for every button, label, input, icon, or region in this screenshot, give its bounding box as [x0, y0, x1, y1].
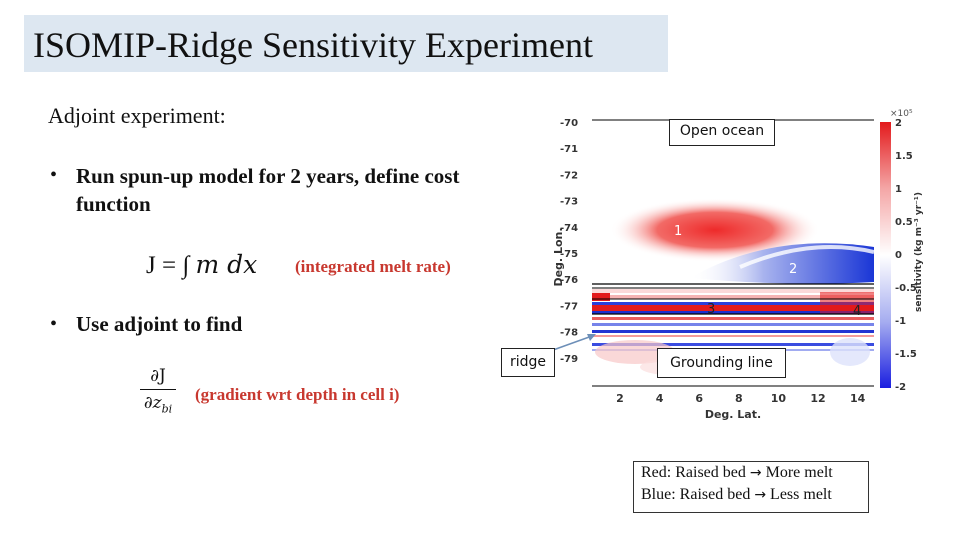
equation-note: (integrated melt rate) [295, 257, 451, 276]
y-tick-label: -75 [560, 249, 578, 260]
x-tick-label: 6 [695, 392, 703, 405]
y-tick-label: -71 [560, 144, 578, 155]
band [592, 289, 874, 293]
x-tick-labels: 2 4 6 8 10 12 14 [616, 392, 865, 405]
band [592, 335, 874, 337]
gradient-fraction: ∂J ∂zbi [138, 366, 178, 415]
title-banner: ISOMIP-Ridge Sensitivity Experiment [24, 15, 668, 72]
equation-integrand: m dx [195, 250, 258, 279]
band [592, 323, 874, 326]
denominator-subscript: bi [161, 402, 173, 416]
band [592, 311, 874, 314]
band [592, 305, 874, 311]
legend-blue-result: Less melt [770, 486, 832, 503]
bullet-1-line1: Run spun-up model for 2 years, define co… [76, 164, 460, 188]
sensitivity-field [592, 198, 874, 375]
band [592, 317, 874, 320]
region-marker-1: 1 [674, 224, 682, 239]
region-marker-3: 3 [707, 302, 715, 317]
x-tick-label: 12 [810, 392, 825, 405]
negative-region [690, 243, 874, 284]
grounding-line-label: Grounding line [657, 348, 786, 378]
colorbar-tick-label: 1.5 [895, 151, 913, 162]
cost-equation: J = ∫ m dx [146, 250, 257, 280]
band [592, 343, 874, 346]
y-tick-label: -73 [560, 197, 578, 208]
x-tick-label: 14 [850, 392, 866, 405]
arrow-right-icon: → [749, 465, 762, 481]
legend-blue-line: Blue: Raised bed → Less melt [641, 484, 868, 506]
y-tick-label: -78 [560, 328, 578, 339]
y-tick-label: -77 [560, 301, 578, 312]
colorbar-exponent: ×10⁵ [890, 109, 913, 119]
colorbar-tick-label: -2 [895, 382, 906, 393]
interpretation-legend: Red: Raised bed → More melt Blue: Raised… [633, 461, 869, 513]
x-axis-label: Deg. Lat. [705, 408, 761, 421]
negative-region [830, 338, 870, 366]
gradient-note: (gradient wrt depth in cell i) [195, 385, 400, 404]
ridge-label: ridge [501, 348, 555, 377]
arrow-right-icon: → [754, 487, 767, 503]
colorbar-tick-label: -0.5 [895, 283, 917, 294]
band [592, 330, 874, 333]
boundary-streak [739, 245, 874, 269]
legend-blue-text: Blue: Raised bed [641, 486, 751, 503]
colorbar [880, 122, 891, 388]
band [592, 293, 610, 301]
denominator-symbol: ∂z [143, 393, 162, 413]
bullet-1-text: Run spun-up model for 2 years, define co… [76, 162, 459, 218]
fraction-denominator: ∂zbi [138, 393, 178, 415]
band [592, 302, 874, 305]
x-tick-label: 8 [735, 392, 743, 405]
legend-red-result: More melt [765, 464, 833, 481]
y-tick-labels: -70 -71 -72 -73 -74 -75 -76 -77 -78 -79 [560, 118, 578, 365]
y-axis-label: Deg. Lon. [552, 227, 565, 286]
y-tick-label: -74 [560, 223, 578, 234]
positive-region [610, 198, 820, 262]
colorbar-tick-label: -1.5 [895, 349, 917, 360]
y-tick-label: -70 [560, 118, 578, 129]
fraction-bar [140, 389, 176, 390]
colorbar-tick-labels: 2 1.5 1 0.5 0 -0.5 -1 -1.5 -2 [895, 118, 917, 393]
equation-lhs: J = ∫ [146, 252, 190, 279]
band [820, 292, 874, 314]
sensitivity-map: -70-71-72-73-74-75-76-77-78-79 2 4 6 8 10 12 1… [552, 109, 924, 421]
y-tick-label: -79 [560, 354, 578, 365]
colorbar-tick-label: 0.5 [895, 217, 913, 228]
colorbar-tick-label: 2 [895, 118, 902, 129]
slide-title: ISOMIP-Ridge Sensitivity Experiment [33, 25, 593, 65]
x-tick-label: 10 [771, 392, 787, 405]
y-tick-label: -76 [560, 275, 578, 286]
legend-red-line: Red: Raised bed → More melt [641, 462, 868, 484]
band [610, 295, 874, 299]
region-marker-4: 4 [853, 304, 861, 319]
legend-red-text: Red: Raised bed [641, 464, 746, 481]
region-marker-2: 2 [789, 262, 797, 277]
colorbar-tick-label: 1 [895, 184, 902, 195]
x-tick-label: 2 [616, 392, 624, 405]
open-ocean-label: Open ocean [669, 119, 775, 146]
fraction-numerator: ∂J [150, 366, 166, 386]
arrow-head [587, 334, 596, 341]
bullet-1-line2: function [76, 192, 151, 216]
y-tick-label: -72 [560, 170, 578, 181]
colorbar-tick-label: -1 [895, 316, 906, 327]
bullet-dot: • [50, 164, 58, 186]
colorbar-tick-label: 0 [895, 250, 902, 261]
x-tick-label: 4 [656, 392, 664, 405]
slide-subtitle: Adjoint experiment: [48, 103, 226, 128]
positive-region [595, 340, 675, 364]
colorbar-label: sensitivity (kg m⁻³ yr⁻¹) [914, 192, 924, 312]
bullet-2-text: Use adjoint to find [76, 312, 243, 336]
bullet-dot: • [50, 313, 58, 335]
